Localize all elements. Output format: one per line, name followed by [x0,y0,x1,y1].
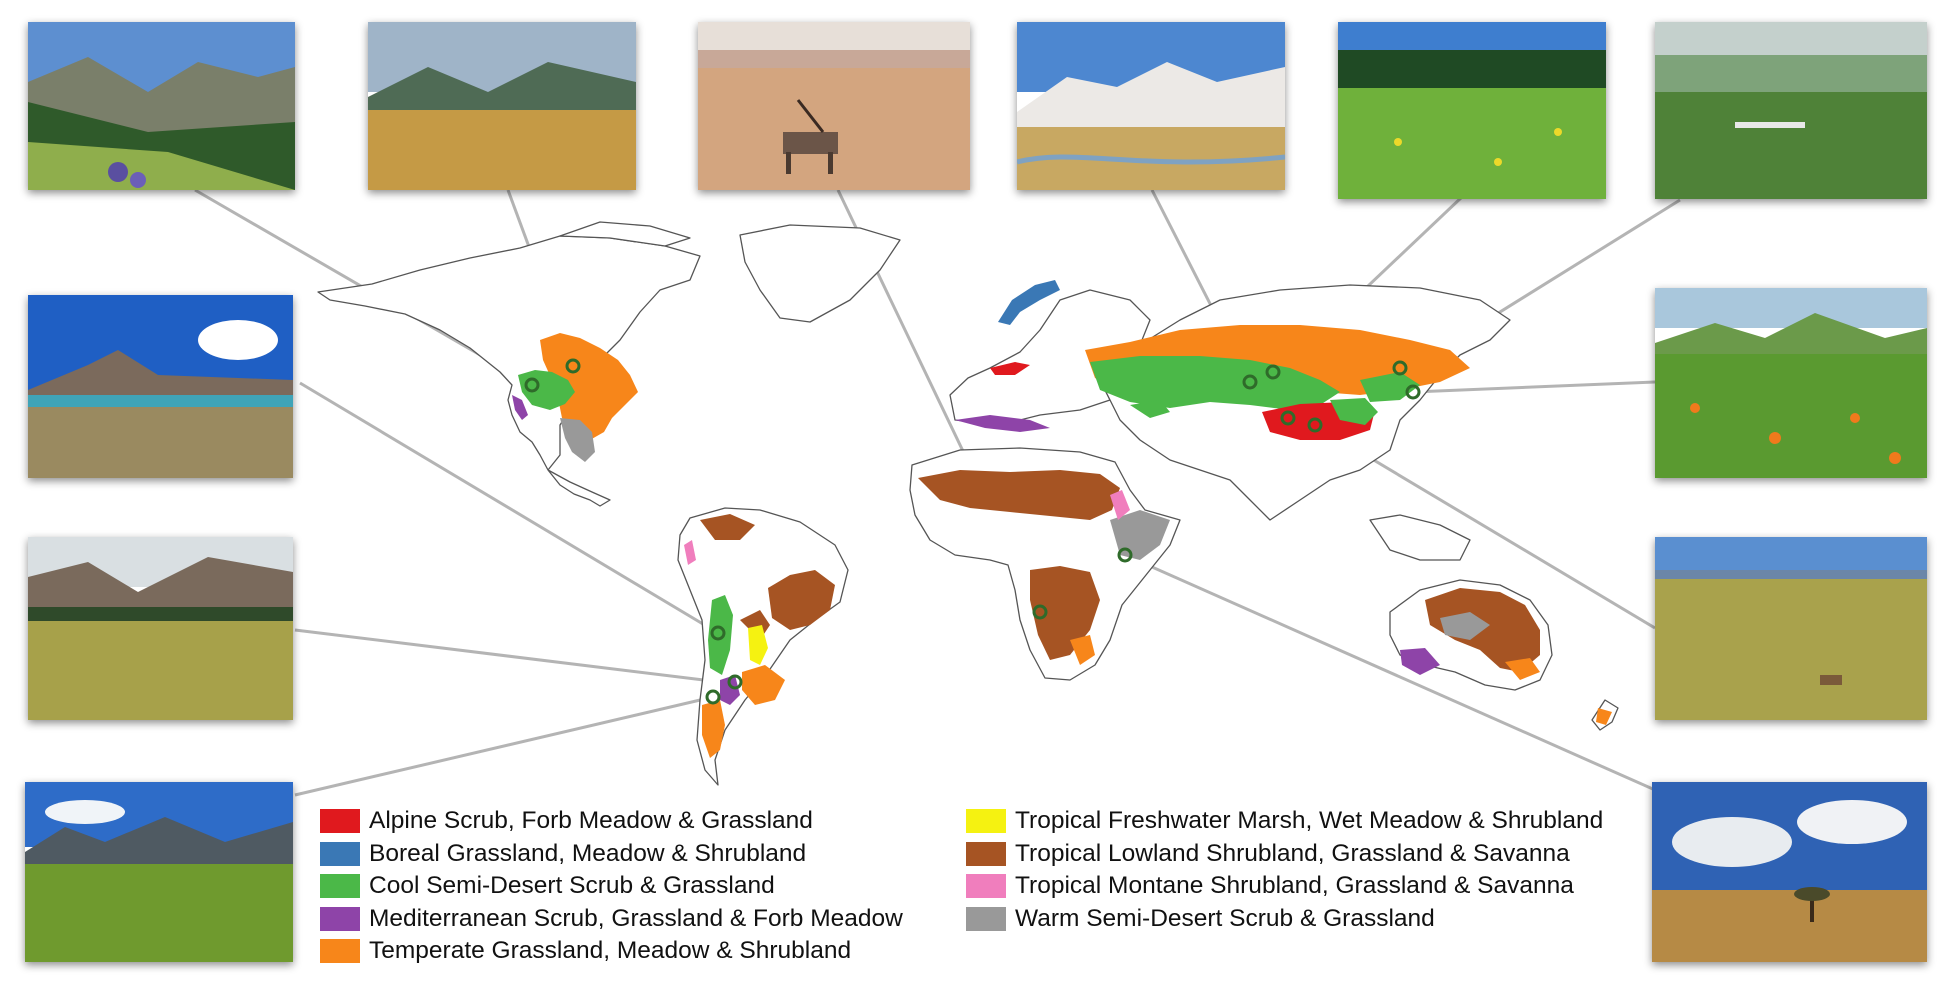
arctic-islands-outline [559,221,691,247]
legend-item-tropical-marsh: Tropical Freshwater Marsh, Wet Meadow & … [966,805,1603,838]
site-marker [1280,410,1296,426]
legend-swatch [320,841,360,866]
legend-item-mediterranean: Mediterranean Scrub, Grassland & Forb Me… [320,903,903,936]
site-marker [565,358,581,374]
site-marker [1242,374,1258,390]
region-med-nafrica [955,415,1050,432]
legend-swatch [320,874,360,899]
region-warm-aus [1440,612,1490,640]
site-marker [1032,604,1048,620]
legend-item-alpine: Alpine Scrub, Forb Meadow & Grassland [320,805,903,838]
legend-item-tropical-lowland: Tropical Lowland Shrubland, Grassland & … [966,838,1603,871]
site-marker [1405,384,1421,400]
region-tropical-marsh [748,625,768,665]
region-tropical-lowland-sa2 [768,570,835,630]
legend-label: Boreal Grassland, Meadow & Shrubland [369,839,807,867]
photo-orange-flower-meadow [1655,288,1927,478]
region-tropical-lowland-sahel [918,470,1120,520]
legend-label: Tropical Lowland Shrubland, Grassland & … [1015,839,1570,867]
region-temperate-na [540,333,638,440]
photo-green-meadow-flowers [1338,22,1606,199]
region-tropical-lowland-safrica [1030,566,1100,660]
region-med-chile [720,675,740,705]
legend-left-column: Alpine Scrub, Forb Meadow & Grassland Bo… [320,805,903,968]
region-cool-middle-east [1130,400,1170,418]
site-marker [1392,360,1408,376]
site-markers [524,358,1421,705]
region-alpine-anatolia [990,362,1030,375]
site-marker [1307,417,1323,433]
region-cool-andes [708,595,733,675]
photo-andean-lake [28,295,293,478]
region-temperate-patagonia [702,700,725,758]
europe-outline [949,289,1151,426]
region-tropical-montane-sa [684,540,696,565]
legend-label: Alpine Scrub, Forb Meadow & Grassland [369,807,813,835]
legend-swatch [966,841,1006,866]
region-temperate-aus [1505,658,1540,680]
region-temperate-pampas [742,665,785,705]
photo-golden-grassland [368,22,636,190]
legend-item-temperate: Temperate Grassland, Meadow & Shrubland [320,935,903,968]
site-marker [1265,364,1281,380]
photo-patagonian-towers [25,782,293,962]
site-marker [524,377,540,393]
legend-swatch [320,906,360,931]
legend-right-column: Tropical Freshwater Marsh, Wet Meadow & … [966,805,1603,935]
legend-label: Cool Semi-Desert Scrub & Grassland [369,872,775,900]
legend-swatch [320,939,360,964]
region-tropical-lowland-sa [700,514,755,540]
region-med-ca [512,395,528,420]
photo-steppe-flock [1655,22,1927,199]
site-marker [705,689,721,705]
region-temperate-safrica [1070,635,1095,665]
legend-item-cool: Cool Semi-Desert Scrub & Grassland [320,870,903,903]
photo-snow-peaks-steppe [1017,22,1285,190]
greenland-outline [739,224,901,323]
southeast-asia-islands-outline [1369,514,1471,561]
region-med-aus [1400,648,1440,675]
legend-label: Tropical Montane Shrubland, Grassland & … [1015,872,1574,900]
photo-alpine-meadow [28,22,295,190]
region-cool-tibet [1330,398,1378,425]
legend-swatch [966,809,1006,834]
region-tropical-montane-eafrica [1110,490,1130,520]
legend-label: Warm Semi-Desert Scrub & Grassland [1015,904,1435,932]
region-warm-mx [560,418,595,462]
photo-plateau-antelope [1655,537,1927,720]
legend-swatch [966,906,1006,931]
legend-item-warm: Warm Semi-Desert Scrub & Grassland [966,903,1603,936]
region-cool-asia-east [1360,372,1420,402]
legend-label: Temperate Grassland, Meadow & Shrubland [369,937,852,965]
photo-patagonian-valley [28,537,293,720]
region-temperate-nz [1596,708,1612,725]
site-marker [1117,547,1133,563]
photo-oryx-desert [698,22,970,190]
photo-savanna-tree [1652,782,1927,962]
legend-label: Tropical Freshwater Marsh, Wet Meadow & … [1015,807,1604,835]
legend-swatch [966,874,1006,899]
north-america-outline [317,235,701,507]
region-boreal [998,280,1060,325]
legend-swatch [320,809,360,834]
site-marker [710,625,726,641]
legend-item-tropical-montane: Tropical Montane Shrubland, Grassland & … [966,870,1603,903]
site-marker [727,674,743,690]
legend-item-boreal: Boreal Grassland, Meadow & Shrubland [320,838,903,871]
legend-label: Mediterranean Scrub, Grassland & Forb Me… [369,904,903,932]
